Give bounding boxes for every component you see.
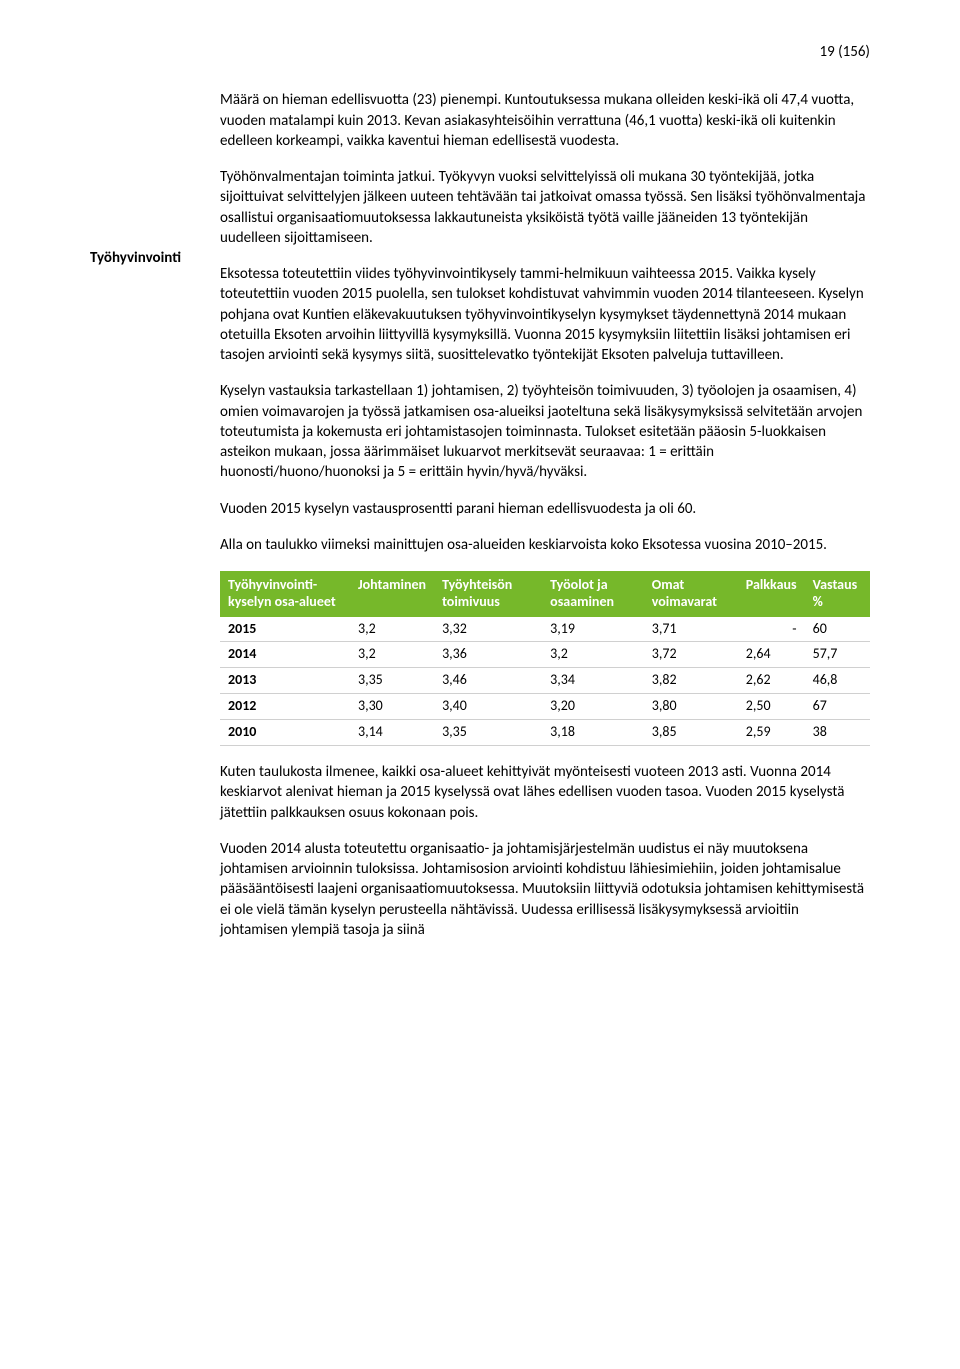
th-omat: Omat voimavarat xyxy=(644,571,738,617)
cell: 3,40 xyxy=(434,694,542,720)
document-page: 19 (156) Työhyvinvointi Määrä on hieman … xyxy=(0,0,960,1016)
table-row: 2013 3,35 3,46 3,34 3,82 2,62 46,8 xyxy=(220,668,870,694)
th-palkkaus: Palkkaus xyxy=(738,571,805,617)
results-table: Työhyvinvointi-kyselyn osa-alueet Johtam… xyxy=(220,571,870,746)
cell-year: 2015 xyxy=(220,617,350,642)
sidebar: Työhyvinvointi xyxy=(90,90,220,956)
cell-year: 2013 xyxy=(220,668,350,694)
cell-year: 2012 xyxy=(220,694,350,720)
cell: 3,71 xyxy=(644,617,738,642)
cell: 3,46 xyxy=(434,668,542,694)
cell: 3,82 xyxy=(644,668,738,694)
cell: 3,72 xyxy=(644,642,738,668)
table-row: 2015 3,2 3,32 3,19 3,71 - 60 xyxy=(220,617,870,642)
cell: 3,30 xyxy=(350,694,434,720)
cell: 3,85 xyxy=(644,720,738,746)
cell: 3,35 xyxy=(434,720,542,746)
cell: 2,50 xyxy=(738,694,805,720)
cell: 67 xyxy=(805,694,870,720)
cell: 3,2 xyxy=(350,642,434,668)
table-row: 2010 3,14 3,35 3,18 3,85 2,59 38 xyxy=(220,720,870,746)
cell: 46,8 xyxy=(805,668,870,694)
paragraph: Kuten taulukosta ilmenee, kaikki osa-alu… xyxy=(220,762,870,823)
cell: - xyxy=(738,617,805,642)
cell: 3,80 xyxy=(644,694,738,720)
paragraph: Vuoden 2014 alusta toteutettu organisaat… xyxy=(220,839,870,940)
table-row: 2014 3,2 3,36 3,2 3,72 2,64 57,7 xyxy=(220,642,870,668)
cell: 57,7 xyxy=(805,642,870,668)
cell: 3,32 xyxy=(434,617,542,642)
th-johtaminen: Johtaminen xyxy=(350,571,434,617)
cell-year: 2010 xyxy=(220,720,350,746)
cell: 3,35 xyxy=(350,668,434,694)
cell: 3,2 xyxy=(350,617,434,642)
cell: 3,2 xyxy=(542,642,644,668)
paragraph: Määrä on hieman edellisvuotta (23) piene… xyxy=(220,90,870,151)
cell-year: 2014 xyxy=(220,642,350,668)
cell: 3,36 xyxy=(434,642,542,668)
th-tyoyhteison: Työyhteisön toimivuus xyxy=(434,571,542,617)
paragraph: Vuoden 2015 kyselyn vastausprosentti par… xyxy=(220,499,870,519)
main-column: Määrä on hieman edellisvuotta (23) piene… xyxy=(220,90,870,956)
cell: 2,64 xyxy=(738,642,805,668)
th-tyoolot: Työolot ja osaaminen xyxy=(542,571,644,617)
paragraph: Työhönvalmentajan toiminta jatkui. Työky… xyxy=(220,167,870,248)
cell: 3,19 xyxy=(542,617,644,642)
paragraph: Kyselyn vastauksia tarkastellaan 1) joht… xyxy=(220,381,870,482)
content-area: Työhyvinvointi Määrä on hieman edellisvu… xyxy=(90,90,870,956)
th-vastaus: Vastaus % xyxy=(805,571,870,617)
cell: 3,20 xyxy=(542,694,644,720)
paragraph: Eksotessa toteutettiin viides työhyvinvo… xyxy=(220,264,870,365)
page-number: 19 (156) xyxy=(90,42,870,62)
cell: 3,18 xyxy=(542,720,644,746)
cell: 3,14 xyxy=(350,720,434,746)
cell: 60 xyxy=(805,617,870,642)
cell: 38 xyxy=(805,720,870,746)
cell: 3,34 xyxy=(542,668,644,694)
th-osa-alueet: Työhyvinvointi-kyselyn osa-alueet xyxy=(220,571,350,617)
paragraph: Alla on taulukko viimeksi mainittujen os… xyxy=(220,535,870,555)
cell: 2,62 xyxy=(738,668,805,694)
table-header-row: Työhyvinvointi-kyselyn osa-alueet Johtam… xyxy=(220,571,870,617)
section-label: Työhyvinvointi xyxy=(90,248,220,268)
cell: 2,59 xyxy=(738,720,805,746)
table-row: 2012 3,30 3,40 3,20 3,80 2,50 67 xyxy=(220,694,870,720)
